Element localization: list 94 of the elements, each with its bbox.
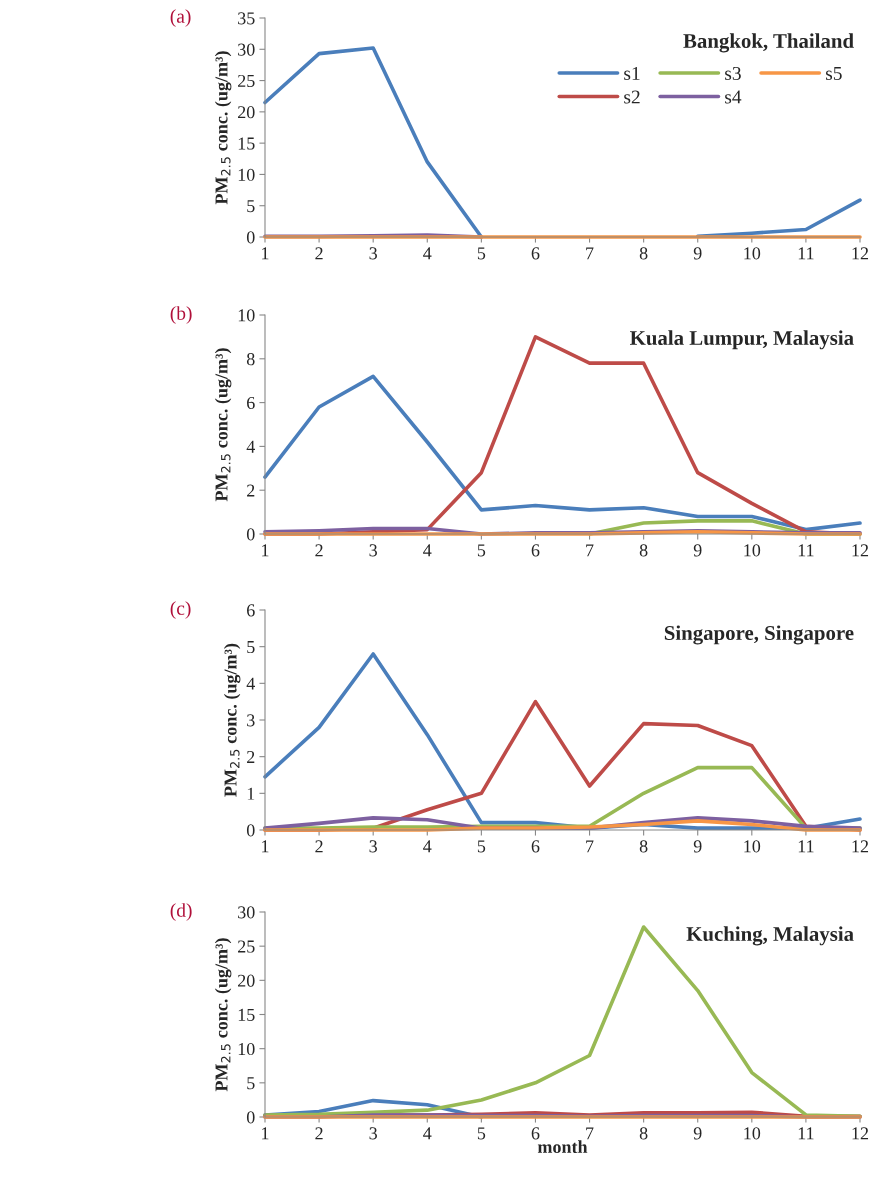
y-axis-title: PM$_{2.5}$ conc. (ug/m³) (214, 938, 232, 1092)
x-tick-label: 1 (262, 247, 269, 260)
x-tick-label: 10 (744, 840, 761, 853)
x-tick-label: 3 (369, 1127, 377, 1140)
text: Singapore, Singapore (664, 625, 854, 645)
x-tick-label: 9 (693, 247, 702, 260)
x-tick-label: 1 (262, 840, 269, 853)
text: Kuching, Malaysia (686, 926, 854, 946)
y-tick-label: 2 (247, 484, 255, 497)
x-tick-label: 5 (477, 840, 486, 853)
y-tick-label: 30 (238, 43, 255, 56)
x-tick-label: 10 (744, 544, 761, 557)
y-tick-label: 35 (238, 12, 255, 25)
x-axis-title: month (537, 1140, 588, 1154)
x-tick-label: 4 (423, 1127, 432, 1140)
legend-label: s5 (826, 67, 842, 80)
x-tick-label: 8 (639, 1127, 648, 1140)
y-tick-label: 3 (247, 714, 255, 727)
y-tick-label: 4 (246, 440, 255, 453)
y-tick-label: 15 (238, 1008, 255, 1021)
y-tick-label: 20 (238, 106, 255, 119)
y-tick-label: 6 (247, 396, 255, 410)
x-tick-label: 6 (531, 840, 540, 853)
x-tick-label: 12 (852, 544, 869, 557)
y-tick-label: 30 (238, 906, 255, 919)
y-axis-title: PM$_{2.5}$ conc. (ug/m³) (223, 643, 241, 797)
x-tick-label: 8 (639, 247, 648, 260)
text: Bangkok, Thailand (683, 33, 854, 53)
x-tick-label: 3 (369, 247, 377, 260)
y-tick-label: 1 (247, 787, 255, 800)
x-tick-label: 2 (315, 840, 323, 853)
x-tick-label: 5 (477, 544, 486, 557)
x-tick-label: 1 (262, 1127, 269, 1140)
text: (d) (170, 903, 192, 921)
legend-label: s3 (725, 66, 741, 80)
y-tick-label: 10 (238, 309, 255, 322)
x-tick-label: 11 (798, 840, 814, 853)
x-tick-label: 8 (639, 840, 648, 853)
x-tick-label: 10 (744, 1127, 761, 1140)
y-tick-label: 10 (238, 168, 255, 181)
y-axis-title: PM$_{2.5}$ conc. (ug/m³) (214, 51, 232, 205)
x-tick-label: 9 (693, 840, 702, 853)
x-tick-label: 4 (423, 544, 432, 557)
text: (c) (170, 601, 191, 619)
x-tick-label: 4 (423, 840, 432, 853)
x-tick-label: 7 (586, 247, 594, 260)
x-tick-label: 8 (639, 544, 648, 557)
y-tick-label: 10 (238, 1042, 255, 1056)
x-tick-label: 6 (531, 1127, 540, 1140)
x-tick-label: 1 (262, 544, 269, 557)
y-tick-label: 6 (247, 604, 255, 617)
x-tick-label: 12 (852, 247, 869, 260)
x-tick-label: 4 (423, 247, 432, 260)
x-tick-label: 11 (798, 544, 814, 557)
x-tick-label: 2 (315, 247, 323, 260)
y-tick-label: 0 (246, 824, 255, 837)
text: Kuala Lumpur, Malaysia (630, 330, 854, 350)
text: (a) (170, 9, 191, 27)
y-tick-label: 25 (238, 74, 255, 88)
y-tick-label: 0 (246, 231, 255, 244)
y-tick-label: 5 (247, 641, 255, 654)
x-tick-label: 7 (586, 544, 594, 557)
x-tick-label: 5 (477, 1127, 486, 1140)
x-tick-label: 11 (798, 1127, 814, 1140)
x-tick-label: 2 (315, 544, 323, 557)
text: (b) (170, 306, 192, 324)
x-tick-label: 9 (693, 1127, 702, 1140)
y-tick-label: 5 (247, 200, 255, 213)
x-tick-label: 5 (477, 247, 486, 260)
y-tick-label: 20 (238, 974, 255, 987)
y-tick-label: 2 (247, 750, 255, 763)
x-tick-label: 12 (852, 840, 869, 853)
y-tick-label: 0 (246, 528, 255, 541)
x-tick-label: 9 (693, 544, 702, 557)
x-tick-label: 11 (798, 247, 814, 260)
y-tick-label: 25 (238, 940, 255, 953)
y-tick-label: 4 (246, 677, 255, 690)
y-tick-label: 0 (246, 1111, 255, 1124)
x-tick-label: 10 (744, 247, 761, 260)
legend-label: s1 (624, 66, 640, 80)
x-tick-label: 6 (531, 544, 540, 557)
x-tick-label: 12 (852, 1127, 869, 1140)
x-tick-label: 7 (586, 840, 594, 853)
legend-label: s4 (725, 90, 742, 104)
x-tick-label: 6 (531, 247, 540, 260)
x-tick-label: 3 (369, 840, 377, 853)
y-tick-label: 15 (238, 137, 255, 150)
y-axis-title: PM$_{2.5}$ conc. (ug/m³) (214, 348, 232, 502)
y-tick-label: 5 (247, 1077, 255, 1090)
y-tick-label: 8 (246, 353, 255, 366)
x-tick-label: 7 (586, 1127, 594, 1140)
x-tick-label: 2 (315, 1127, 323, 1140)
legend-label: s2 (624, 90, 640, 104)
x-tick-label: 3 (369, 544, 377, 557)
